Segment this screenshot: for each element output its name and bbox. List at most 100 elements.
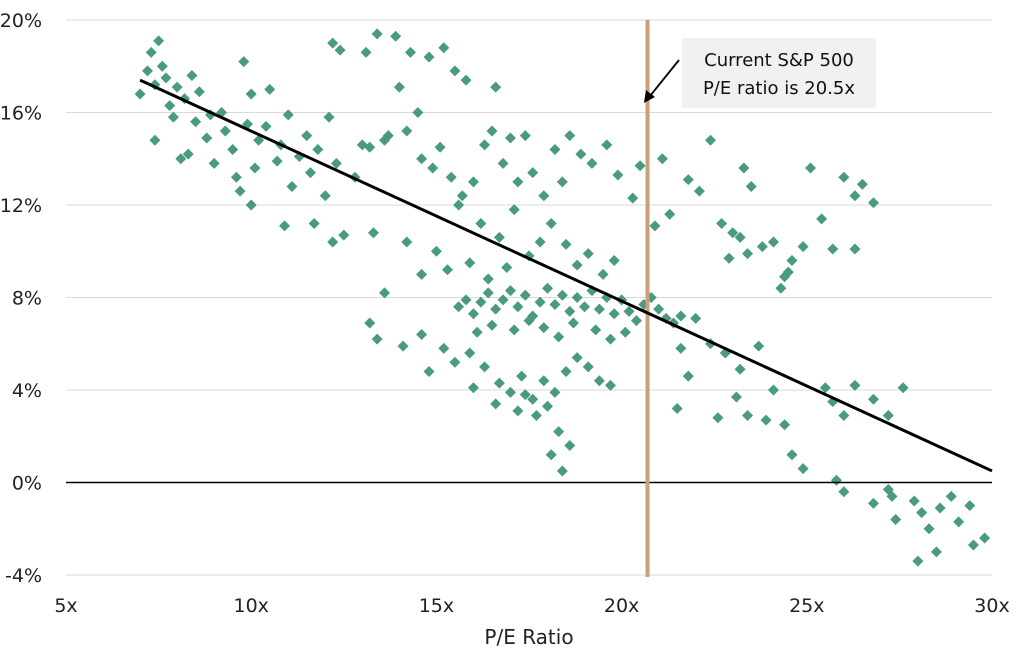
data-point xyxy=(704,134,716,146)
data-point xyxy=(427,162,439,174)
data-point xyxy=(467,382,479,394)
data-point xyxy=(171,81,183,93)
data-point xyxy=(460,74,472,86)
data-point xyxy=(504,132,516,144)
data-point xyxy=(867,497,879,509)
data-point xyxy=(401,125,413,137)
data-point xyxy=(497,294,509,306)
data-point xyxy=(619,326,631,338)
data-point xyxy=(890,514,902,525)
data-point xyxy=(797,463,809,475)
data-point xyxy=(467,308,479,320)
data-point xyxy=(601,139,613,151)
data-point xyxy=(967,539,979,551)
data-point xyxy=(282,109,294,121)
data-point xyxy=(190,116,202,128)
data-point xyxy=(856,178,868,190)
data-point xyxy=(397,340,409,352)
y-axis-tick-labels: -4% 0% 4% 8% 12% 16% 20% xyxy=(0,10,42,587)
data-point xyxy=(556,289,568,301)
data-point xyxy=(593,375,605,387)
data-point xyxy=(467,176,479,188)
data-point xyxy=(786,449,798,461)
data-point xyxy=(234,185,246,197)
data-point xyxy=(219,125,231,137)
data-point xyxy=(442,264,454,276)
data-point xyxy=(512,405,524,417)
x-tick-label: 25x xyxy=(789,595,824,617)
data-point xyxy=(690,312,702,324)
data-point xyxy=(308,218,320,229)
data-point xyxy=(479,139,491,151)
data-point xyxy=(582,248,594,260)
data-point xyxy=(460,294,472,306)
data-point xyxy=(245,199,257,211)
data-point xyxy=(501,261,513,273)
data-point xyxy=(653,303,665,315)
x-tick-label: 30x xyxy=(974,595,1009,617)
data-point xyxy=(897,382,909,394)
data-point xyxy=(475,218,487,229)
data-point xyxy=(245,88,257,100)
data-point xyxy=(519,389,531,401)
data-point xyxy=(553,426,565,438)
data-point xyxy=(912,555,924,567)
data-point xyxy=(742,409,754,421)
data-point xyxy=(497,157,509,169)
data-point xyxy=(560,366,572,377)
data-point xyxy=(564,440,576,451)
data-point xyxy=(571,352,583,364)
data-point xyxy=(838,409,850,421)
data-point xyxy=(571,292,583,303)
data-point xyxy=(367,227,379,239)
data-point xyxy=(604,379,616,391)
data-point xyxy=(312,144,324,155)
data-point xyxy=(323,111,335,123)
data-point xyxy=(634,160,646,172)
data-point xyxy=(390,30,402,42)
data-point xyxy=(156,60,168,72)
data-point xyxy=(227,144,239,155)
data-point xyxy=(201,132,213,144)
data-point xyxy=(867,393,879,405)
y-tick-label: 4% xyxy=(12,380,42,402)
data-point xyxy=(327,37,339,49)
data-point xyxy=(271,155,283,167)
data-point xyxy=(527,393,539,405)
data-point xyxy=(964,500,976,512)
data-point xyxy=(797,241,809,253)
data-point xyxy=(930,546,942,558)
data-point xyxy=(979,532,991,544)
x-tick-label: 5x xyxy=(54,595,77,617)
data-point xyxy=(304,167,316,179)
data-point xyxy=(479,361,491,373)
data-point xyxy=(542,282,554,294)
data-point xyxy=(238,56,250,68)
y-tick-label: -4% xyxy=(5,565,42,587)
data-point xyxy=(571,259,583,271)
data-point xyxy=(438,42,450,54)
x-tick-label: 10x xyxy=(233,595,268,617)
data-point xyxy=(186,70,198,81)
data-point xyxy=(612,169,624,181)
data-point xyxy=(301,130,313,142)
data-point xyxy=(519,130,531,142)
data-point xyxy=(549,386,561,398)
data-point xyxy=(512,301,524,313)
annotation-line-2: P/E ratio is 20.5x xyxy=(703,78,855,99)
data-point xyxy=(649,220,661,232)
data-point xyxy=(886,490,898,502)
data-point xyxy=(153,35,165,47)
data-point xyxy=(838,486,850,498)
data-point xyxy=(538,190,550,202)
annotation-box xyxy=(682,38,876,108)
data-point xyxy=(504,285,516,297)
data-point xyxy=(675,342,687,354)
data-point xyxy=(830,474,842,486)
data-point xyxy=(134,88,146,100)
data-point xyxy=(464,347,476,359)
data-point xyxy=(582,361,594,373)
data-point xyxy=(849,379,861,391)
data-point xyxy=(953,516,965,528)
